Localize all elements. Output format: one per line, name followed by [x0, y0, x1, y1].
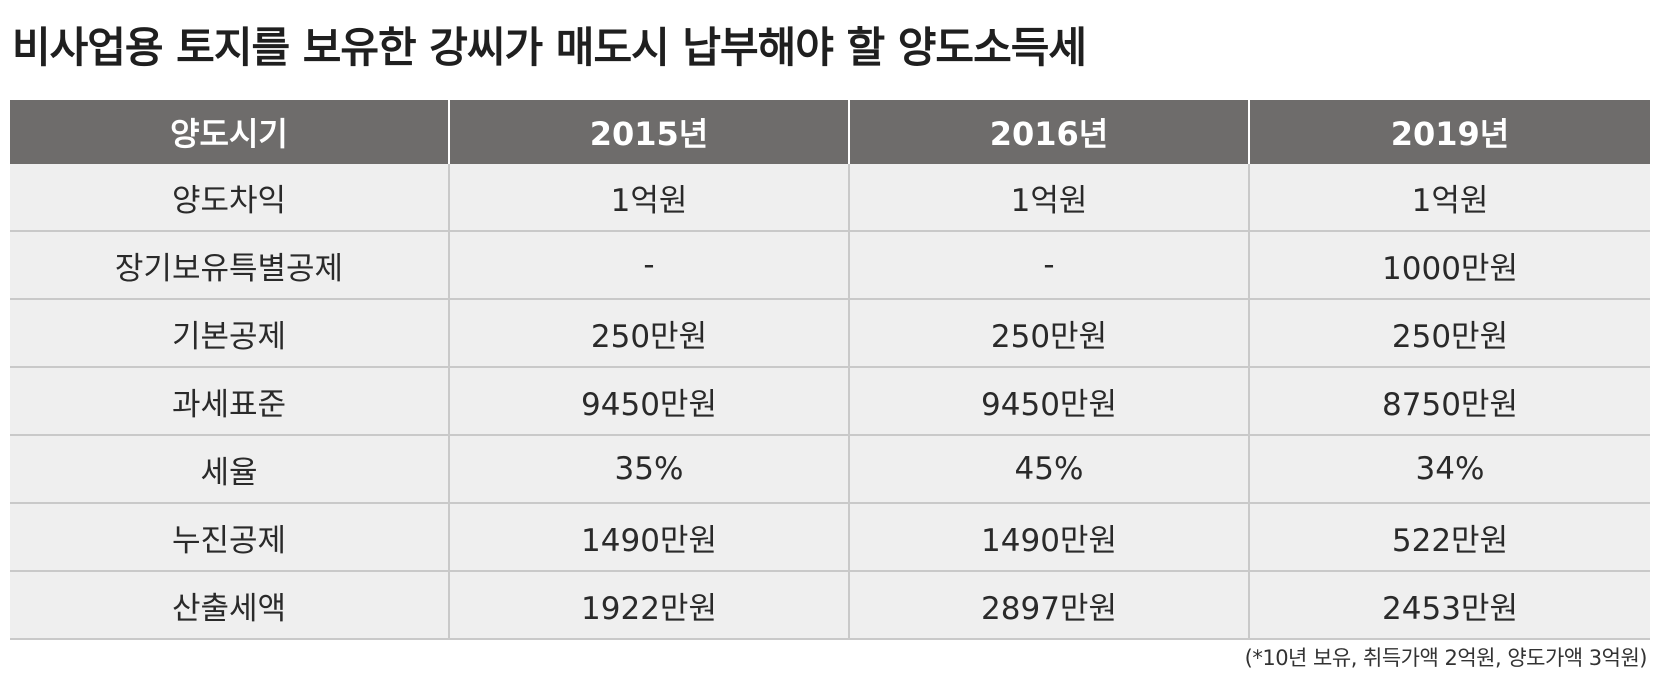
table-header-row: 양도시기 2015년 2016년 2019년 — [10, 100, 1650, 164]
table-row: 과세표준 9450만원 9450만원 8750만원 — [10, 367, 1650, 436]
table-cell: 1억원 — [848, 164, 1249, 232]
table-cell: 1490만원 — [448, 503, 849, 572]
table-cell: - — [448, 231, 849, 300]
row-label: 기본공제 — [10, 299, 449, 368]
table-cell: 250만원 — [448, 299, 849, 368]
table-cell: 2897만원 — [848, 571, 1249, 640]
row-label: 장기보유특별공제 — [10, 231, 449, 300]
table-cell: 1억원 — [448, 164, 849, 232]
row-label: 산출세액 — [10, 571, 449, 640]
table-cell: 1000만원 — [1248, 231, 1650, 300]
table-row: 산출세액 1922만원 2897만원 2453만원 — [10, 571, 1650, 640]
table-cell: 522만원 — [1248, 503, 1650, 572]
footnote: (*10년 보유, 취득가액 2억원, 양도가액 3억원) — [1244, 646, 1648, 670]
table-row: 양도차익 1억원 1억원 1억원 — [10, 164, 1650, 232]
table-cell: 9450만원 — [848, 367, 1249, 436]
table-row: 세율 35% 45% 34% — [10, 435, 1650, 504]
table-cell: 34% — [1248, 435, 1650, 504]
table-row: 누진공제 1490만원 1490만원 522만원 — [10, 503, 1650, 572]
table-row: 장기보유특별공제 - - 1000만원 — [10, 231, 1650, 300]
table-cell: 2453만원 — [1248, 571, 1650, 640]
row-label: 누진공제 — [10, 503, 449, 572]
tax-table: 양도시기 2015년 2016년 2019년 양도차익 1억원 1억원 1억원 … — [10, 100, 1650, 640]
row-label: 세율 — [10, 435, 449, 504]
table-cell: 8750만원 — [1248, 367, 1650, 436]
header-cell-2016: 2016년 — [848, 100, 1250, 164]
table-cell: - — [848, 231, 1249, 300]
table-cell: 1490만원 — [848, 503, 1249, 572]
table-cell: 250만원 — [848, 299, 1249, 368]
page-title: 비사업용 토지를 보유한 강씨가 매도시 납부해야 할 양도소득세 — [12, 23, 1087, 72]
table-cell: 250만원 — [1248, 299, 1650, 368]
header-cell-period: 양도시기 — [10, 100, 450, 164]
row-label: 양도차익 — [10, 164, 449, 232]
table-row: 기본공제 250만원 250만원 250만원 — [10, 299, 1650, 368]
table-cell: 35% — [448, 435, 849, 504]
header-cell-2019: 2019년 — [1248, 100, 1650, 164]
table-cell: 1922만원 — [448, 571, 849, 640]
table-cell: 45% — [848, 435, 1249, 504]
table-cell: 1억원 — [1248, 164, 1650, 232]
row-label: 과세표준 — [10, 367, 449, 436]
header-cell-2015: 2015년 — [448, 100, 850, 164]
table-cell: 9450만원 — [448, 367, 849, 436]
